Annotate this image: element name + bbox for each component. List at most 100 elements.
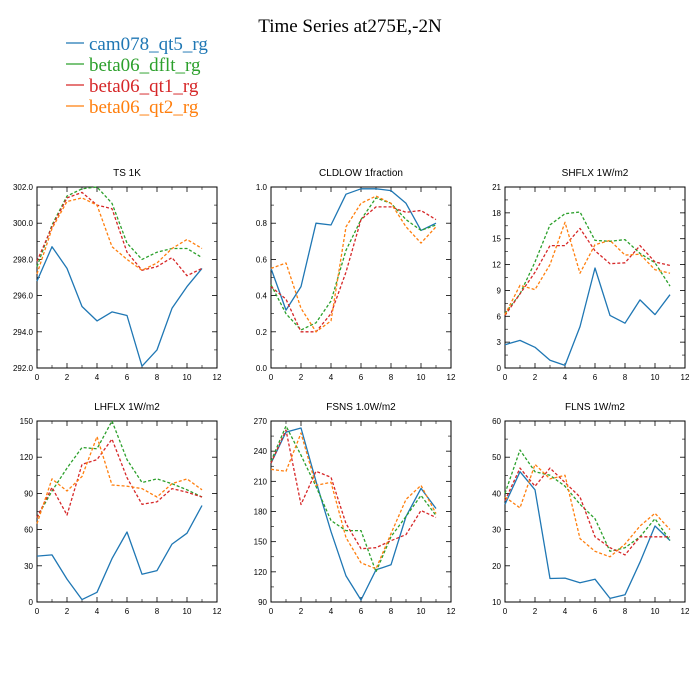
y-tick-label: 30 [24,562,33,571]
series-line-beta06_qt1_rg [270,429,437,550]
series-line-cam078_qt5_rg [36,505,203,601]
plot-frame [36,186,218,369]
x-tick-label: 6 [593,373,598,382]
y-tick-label: 0.2 [256,328,268,337]
series-line-beta06_qt2_rg [270,432,437,570]
series-line-beta06_qt1_rg [504,467,670,556]
x-tick-label: 8 [155,373,160,382]
y-tick-label: 6 [497,312,502,321]
series-line-beta06_dflt_rg [504,449,671,552]
x-tick-label: 10 [651,607,660,616]
series-line-beta06_qt1_rg [36,191,203,277]
series-line-cam078_qt5_rg [504,471,671,600]
y-tick-label: 1.0 [256,183,268,192]
legend-entry: beta06_qt2_rg [66,97,199,118]
series-line-beta06_qt2_rg [270,195,437,333]
x-tick-label: 2 [299,607,304,616]
x-tick-label: 12 [213,607,222,616]
y-tick-label: 18 [492,209,501,218]
y-tick-label: 15 [492,235,501,244]
plot-frame [504,420,686,603]
legend-entry: beta06_qt1_rg [66,76,199,97]
x-tick-label: 10 [417,373,426,382]
panel-title: SHFLX 1W/m2 [562,168,629,179]
legend-label: beta06_qt2_rg [89,97,199,118]
x-tick-label: 6 [359,607,364,616]
legend-entry: cam078_qt5_rg [66,34,208,55]
legend-label: cam078_qt5_rg [89,34,208,55]
panel-title: LHFLX 1W/m2 [94,402,160,413]
y-tick-label: 270 [254,417,268,426]
y-tick-label: 0 [29,598,34,607]
y-tick-label: 150 [20,417,34,426]
series-line-cam078_qt5_rg [270,427,437,601]
y-tick-label: 21 [492,183,501,192]
y-tick-label: 0 [497,364,502,373]
x-tick-label: 4 [329,607,334,616]
y-tick-label: 120 [20,453,34,462]
x-tick-label: 6 [359,373,364,382]
x-tick-label: 4 [563,607,568,616]
x-tick-label: 8 [389,607,394,616]
series-line-cam078_qt5_rg [270,188,437,311]
chart-panel: FLNS 1W/m2 0 2 4 6 8 10 12 10 20 30 40 50 60 [492,402,690,616]
x-tick-label: 0 [503,607,508,616]
x-tick-label: 2 [299,373,304,382]
series-line-cam078_qt5_rg [504,267,671,367]
y-tick-label: 0.0 [256,364,268,373]
y-tick-label: 294.0 [13,328,34,337]
y-tick-label: 210 [254,477,268,486]
x-tick-label: 4 [95,373,100,382]
y-tick-label: 3 [497,338,502,347]
chart-panel: TS 1K 0 2 4 6 8 10 12 292.0 294.0 296.0 298.0 300.0 3… [13,168,222,382]
panel-title: CLDLOW 1fraction [319,168,403,179]
series-line-beta06_dflt_rg [270,425,437,573]
x-tick-label: 8 [389,373,394,382]
x-tick-label: 12 [447,607,456,616]
chart-panel: SHFLX 1W/m2 0 2 4 6 8 10 12 0 3 6 9 12 15 18 21 [492,168,690,382]
legend-entry: beta06_dflt_rg [66,55,201,76]
plot-frame [270,186,452,369]
x-tick-label: 12 [681,373,690,382]
y-tick-label: 90 [258,598,267,607]
y-tick-label: 10 [492,598,501,607]
legend: cam078_qt5_rgbeta06_dflt_rgbeta06_qt1_rg… [66,34,208,118]
panel-title: TS 1K [113,168,141,179]
figure-title: Time Series at275E,-2N [258,16,442,37]
chart-panels: TS 1K0 2 4 6 8 10 12292.0294.0296.0298.0300.03… [13,168,690,616]
x-tick-label: 12 [447,373,456,382]
x-tick-label: 12 [681,607,690,616]
x-tick-label: 10 [651,373,660,382]
x-tick-label: 4 [563,373,568,382]
x-tick-label: 10 [183,373,192,382]
series-line-cam078_qt5_rg [36,246,203,367]
legend-label: beta06_qt1_rg [89,76,199,97]
series-line-beta06_dflt_rg [270,197,437,331]
y-tick-label: 120 [254,568,268,577]
series-line-beta06_qt2_rg [36,436,203,524]
y-tick-label: 90 [24,489,33,498]
y-tick-label: 30 [492,526,501,535]
y-tick-label: 9 [497,286,502,295]
y-tick-label: 50 [492,453,501,462]
y-tick-label: 296.0 [13,292,34,301]
y-tick-label: 302.0 [13,183,34,192]
chart-panel: CLDLOW 1fraction 0 2 4 6 8 10 12 0.0 0.2 0.4 0.6 0.8… [256,168,456,382]
x-tick-label: 8 [623,607,628,616]
x-tick-label: 6 [125,373,130,382]
y-tick-label: 240 [254,447,268,456]
x-tick-label: 4 [95,607,100,616]
y-tick-label: 20 [492,562,501,571]
x-tick-label: 10 [183,607,192,616]
panel-title: FLNS 1W/m2 [565,402,625,413]
x-tick-label: 0 [269,373,274,382]
y-tick-label: 150 [254,538,268,547]
x-tick-label: 0 [35,607,40,616]
x-tick-label: 0 [503,373,508,382]
y-tick-label: 0.4 [256,292,268,301]
x-tick-label: 2 [533,373,538,382]
x-tick-label: 12 [213,373,222,382]
y-tick-label: 60 [492,417,501,426]
series-line-beta06_dflt_rg [36,420,203,518]
